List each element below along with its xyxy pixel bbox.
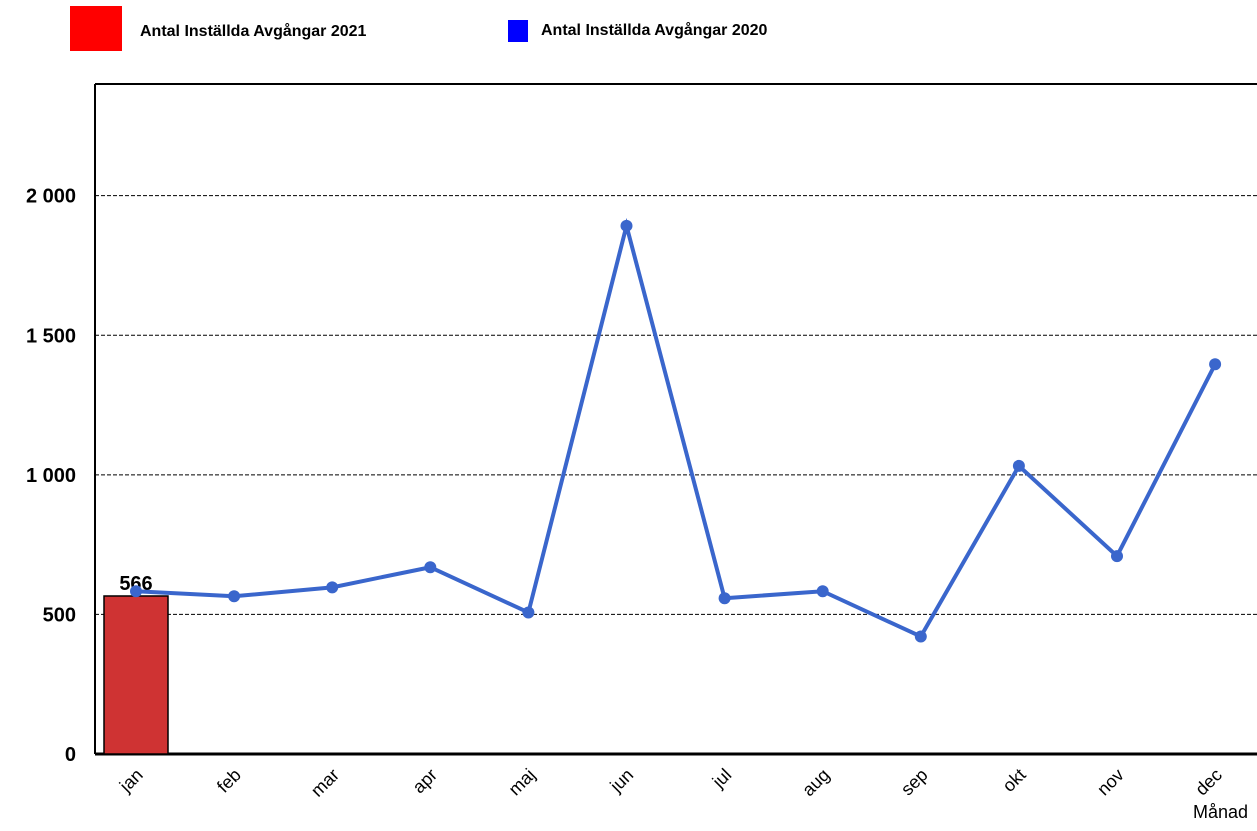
point	[228, 590, 241, 603]
x-tick-label: jan	[115, 765, 147, 797]
point	[424, 561, 437, 574]
x-tick-label: nov	[1093, 765, 1128, 800]
point	[130, 585, 142, 598]
line	[135, 217, 1217, 640]
x-tick-label: jun	[605, 765, 637, 797]
y-tick-label: 500	[43, 604, 76, 626]
bar	[103, 595, 169, 755]
y-tick-label: 2 000	[26, 186, 76, 208]
y-tick-label: 0	[65, 744, 76, 766]
legend-swatch	[70, 6, 122, 51]
x-axis-label: Månad	[1193, 802, 1248, 822]
x-tick-label: maj	[505, 765, 540, 800]
point	[620, 219, 633, 232]
legend-label: Antal Inställda Avgångar 2020	[541, 21, 768, 39]
point	[816, 585, 829, 598]
point	[1111, 550, 1123, 563]
point	[914, 630, 927, 643]
x-tick-label: jul	[708, 765, 736, 793]
point	[1209, 358, 1222, 371]
legend-label: Antal Inställda Avgångar 2021	[140, 22, 367, 40]
y-tick-label: 1 500	[26, 325, 76, 347]
y-tick-label: 1 000	[26, 465, 76, 487]
point	[326, 581, 339, 594]
point	[1012, 459, 1025, 472]
x-tick-label: aug	[798, 765, 833, 800]
x-tick-label: feb	[213, 765, 245, 797]
x-tick-label: sep	[897, 765, 932, 800]
x-tick-label: mar	[307, 765, 343, 801]
x-tick-label: apr	[409, 765, 442, 798]
point	[718, 592, 731, 605]
point	[522, 606, 535, 619]
legend-swatch	[508, 20, 528, 42]
x-tick-label: okt	[999, 765, 1030, 796]
data-label: 566	[119, 573, 152, 595]
x-tick-label: dec	[1191, 765, 1226, 800]
